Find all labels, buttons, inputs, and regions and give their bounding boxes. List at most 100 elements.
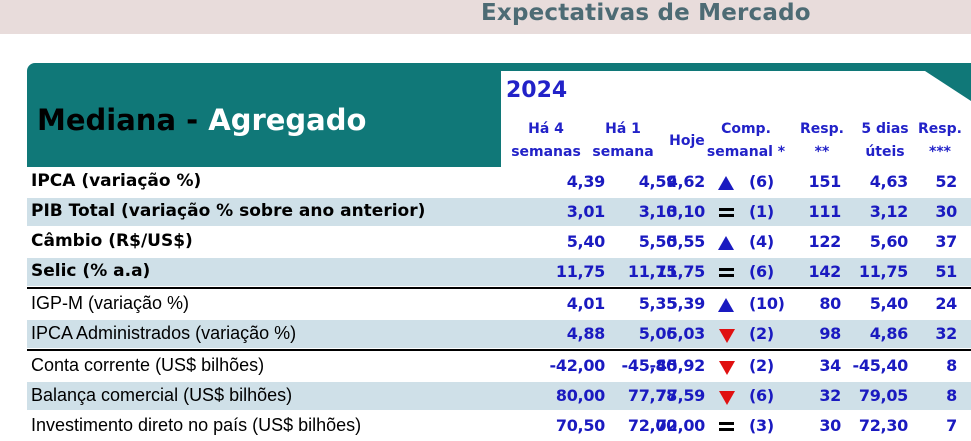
equals-icon <box>719 421 734 433</box>
cell-resp: 142 <box>808 262 842 281</box>
cell-resp: 111 <box>808 202 842 221</box>
cell-ha1: 77,78 <box>627 386 677 405</box>
cell-hoje: -45,92 <box>649 356 706 375</box>
cell-comp: (1) <box>749 202 774 221</box>
cell-resp3: 7 <box>946 416 957 435</box>
cell-5dias: 4,63 <box>869 172 909 191</box>
down-icon <box>719 361 735 375</box>
cell-hoje: 5,03 <box>666 324 706 343</box>
cell-ha1: 11,75 <box>627 262 677 281</box>
cell-5dias: 79,05 <box>858 386 908 405</box>
row-label: Selic (% a.a) <box>31 261 151 281</box>
up-icon <box>718 236 734 250</box>
cell-ha1: -45,80 <box>621 356 678 375</box>
row-label: Câmbio (R$/US$) <box>31 231 193 251</box>
cell-ha1: 4,59 <box>638 172 678 191</box>
cell-ha1: 5,50 <box>638 232 678 251</box>
row-label: PIB Total (variação % sobre ano anterior… <box>31 201 426 221</box>
cell-5dias: 5,60 <box>869 232 909 251</box>
header-corner <box>925 71 971 101</box>
cell-5dias: 3,12 <box>869 202 909 221</box>
cell-resp3: 8 <box>946 356 957 375</box>
cell-resp3: 52 <box>935 172 957 191</box>
row-label: IPCA (variação %) <box>31 171 202 191</box>
cell-comp: (10) <box>749 294 785 313</box>
table-row: IPCA Administrados (variação %) 4,88 5,0… <box>27 319 971 349</box>
cell-resp3: 24 <box>935 294 957 313</box>
cell-comp: (4) <box>749 232 774 251</box>
cell-comp: (6) <box>749 172 774 191</box>
cell-resp3: 8 <box>946 386 957 405</box>
cell-ha1: 5,06 <box>638 324 678 343</box>
table-row: IGP-M (variação %) 4,01 5,35 5,39 (10) 8… <box>27 287 971 319</box>
cell-hoje: 3,10 <box>666 202 706 221</box>
cell-ha4: 5,40 <box>566 232 606 251</box>
cell-resp: 30 <box>819 416 841 435</box>
cell-resp3: 51 <box>935 262 957 281</box>
table-row: Investimento direto no país (US$ bilhões… <box>27 411 971 441</box>
cell-ha1: 5,35 <box>638 294 678 313</box>
table-title-part1: Mediana - <box>37 103 209 137</box>
cell-hoje: 77,59 <box>655 386 705 405</box>
cell-hoje: 4,62 <box>666 172 706 191</box>
cell-resp: 151 <box>808 172 842 191</box>
table-row: Conta corrente (US$ bilhões) -42,00 -45,… <box>27 349 971 381</box>
cell-5dias: 11,75 <box>858 262 908 281</box>
cell-resp: 34 <box>819 356 841 375</box>
cell-ha4: 4,39 <box>566 172 606 191</box>
cell-ha4: 4,01 <box>566 294 606 313</box>
cell-ha4: 80,00 <box>555 386 605 405</box>
cell-comp: (6) <box>749 262 774 281</box>
col-header-ha1: Há 1 semana <box>592 121 654 160</box>
page-title: Expectativas de Mercado <box>481 0 811 26</box>
cell-ha1: 72,00 <box>627 416 677 435</box>
cell-ha4: 3,01 <box>566 202 606 221</box>
col-header-hoje: Hoje <box>669 133 705 149</box>
row-label: Balança comercial (US$ bilhões) <box>31 385 293 405</box>
cell-5dias: 72,30 <box>858 416 908 435</box>
cell-resp3: 37 <box>935 232 957 251</box>
col-header-resp: Resp. ** <box>800 121 844 160</box>
cell-5dias: 5,40 <box>869 294 909 313</box>
cell-resp: 80 <box>819 294 841 313</box>
table-row: Balança comercial (US$ bilhões) 80,00 77… <box>27 381 971 411</box>
cell-comp: (2) <box>749 324 774 343</box>
cell-resp: 122 <box>808 232 842 251</box>
cell-resp: 32 <box>819 386 841 405</box>
column-header-area <box>501 71 971 167</box>
row-label: Investimento direto no país (US$ bilhões… <box>31 415 362 435</box>
equals-icon <box>719 207 734 219</box>
row-label: IPCA Administrados (variação %) <box>31 323 297 343</box>
table-row: Selic (% a.a) 11,75 11,75 11,75 (6) 142 … <box>27 257 971 287</box>
table-row: Câmbio (R$/US$) 5,40 5,50 5,55 (4) 122 5… <box>27 227 971 257</box>
col-header-resp3: Resp. *** <box>918 121 962 160</box>
data-table: IPCA (variação %) 4,39 4,59 4,62 (6) 151… <box>27 167 971 441</box>
cell-hoje: 5,55 <box>666 232 706 251</box>
cell-hoje: 5,39 <box>666 294 706 313</box>
table-title-part2: Agregado <box>208 103 367 137</box>
cell-hoje: 11,75 <box>655 262 705 281</box>
cell-comp: (2) <box>749 356 774 375</box>
cell-comp: (3) <box>749 416 774 435</box>
col-header-5dias: 5 dias úteis <box>861 121 909 160</box>
cell-ha4: 4,88 <box>566 324 606 343</box>
cell-hoje: 72,00 <box>655 416 705 435</box>
up-icon <box>718 298 734 312</box>
equals-icon <box>719 267 734 279</box>
cell-ha4: 70,50 <box>555 416 605 435</box>
cell-resp3: 32 <box>935 324 957 343</box>
table-row: IPCA (variação %) 4,39 4,59 4,62 (6) 151… <box>27 167 971 197</box>
year-label: 2024 <box>506 78 568 103</box>
up-icon <box>718 176 734 190</box>
down-icon <box>719 329 735 343</box>
table-title: Mediana - Agregado <box>37 103 366 137</box>
row-label: Conta corrente (US$ bilhões) <box>31 355 265 375</box>
cell-resp: 98 <box>819 324 841 343</box>
cell-ha4: -42,00 <box>549 356 606 375</box>
col-header-ha4: Há 4 semanas <box>511 121 581 160</box>
top-band <box>0 0 971 34</box>
cell-5dias: -45,40 <box>852 356 909 375</box>
cell-ha1: 3,10 <box>638 202 678 221</box>
col-header-comp: Comp. semanal * <box>706 121 786 160</box>
cell-ha4: 11,75 <box>555 262 605 281</box>
